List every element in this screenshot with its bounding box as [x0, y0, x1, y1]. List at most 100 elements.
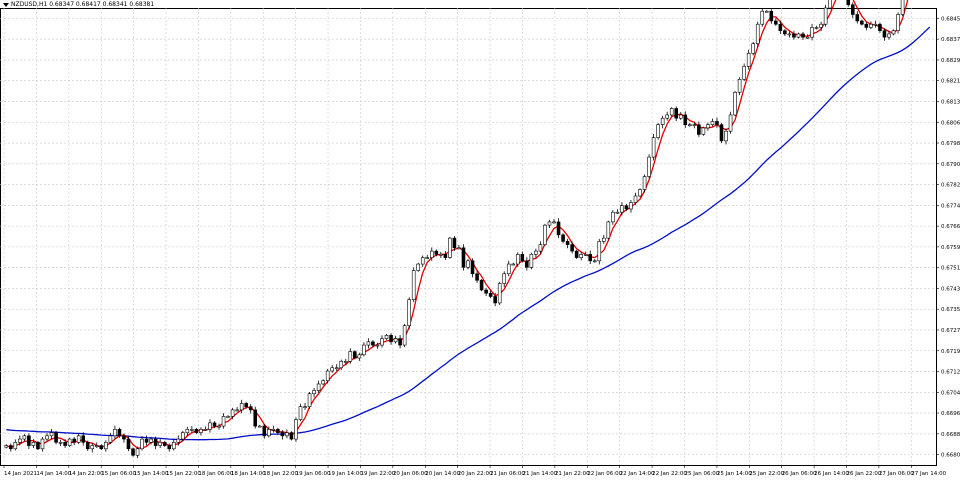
- candle-body: [235, 409, 239, 412]
- candle-body: [873, 23, 878, 26]
- candle: [656, 122, 660, 140]
- candle-body: [728, 114, 733, 132]
- candle-body: [891, 30, 896, 35]
- candle-body: [878, 23, 882, 31]
- candle: [303, 403, 307, 410]
- x-tick-label: 14 Jan 2021: [4, 471, 37, 477]
- candle: [556, 218, 561, 239]
- candle: [543, 223, 547, 246]
- candle-body: [796, 33, 801, 38]
- candle: [239, 399, 244, 414]
- candle: [407, 297, 411, 330]
- candle-body: [190, 429, 194, 431]
- candle-body: [561, 234, 565, 242]
- candle: [72, 436, 76, 446]
- candle: [8, 443, 13, 452]
- candle: [54, 430, 58, 445]
- candle-body: [45, 435, 49, 440]
- candle: [525, 257, 529, 271]
- candle-body: [353, 351, 357, 359]
- dropdown-triangle-icon[interactable]: [3, 2, 9, 7]
- candle-body: [31, 442, 36, 446]
- candle: [778, 20, 783, 34]
- fast-ma-line: [6, 0, 909, 449]
- candle-body: [552, 221, 556, 224]
- candle: [49, 428, 54, 440]
- candle: [262, 424, 267, 439]
- candle-body: [828, 0, 832, 9]
- candle-body: [774, 20, 778, 25]
- candle-body: [334, 367, 339, 370]
- candle: [425, 254, 430, 260]
- x-tick-label: 15 Jan 14:00: [134, 471, 169, 477]
- candle: [402, 323, 407, 348]
- candle-body: [303, 406, 307, 408]
- candle: [814, 25, 819, 30]
- candle-body: [443, 254, 448, 258]
- candle-body: [525, 260, 529, 268]
- candle-body: [393, 338, 398, 343]
- candle-body: [642, 176, 647, 190]
- candle: [294, 417, 298, 442]
- candle: [715, 117, 719, 128]
- candle-body: [678, 114, 683, 119]
- x-tick-label: 19 Jan 06:00: [296, 471, 331, 477]
- candle-body: [153, 438, 158, 446]
- candle: [194, 428, 199, 434]
- candle-body: [262, 425, 267, 437]
- candle-body: [733, 91, 737, 116]
- candle: [271, 425, 276, 433]
- candle-body: [380, 338, 384, 346]
- candle: [728, 111, 733, 134]
- candle-body: [199, 429, 203, 433]
- candle-body: [543, 224, 547, 245]
- candle-body: [556, 221, 561, 236]
- candle-body: [475, 273, 479, 281]
- candle: [592, 259, 597, 263]
- candle-body: [185, 429, 190, 433]
- x-tick-label: 26 Jan 06:00: [782, 471, 817, 477]
- candle-body: [257, 425, 262, 428]
- candle: [366, 338, 371, 349]
- candle-body: [67, 438, 72, 446]
- candle: [475, 270, 479, 283]
- candle-body: [787, 33, 792, 36]
- candle: [887, 30, 891, 40]
- candle-body: [633, 195, 638, 203]
- candle-body: [325, 370, 330, 382]
- candle-body: [611, 211, 615, 223]
- candle: [764, 9, 769, 13]
- candle-body: [298, 406, 303, 420]
- candle: [144, 435, 149, 446]
- candle: [669, 107, 674, 117]
- candle: [733, 90, 737, 117]
- candle: [149, 437, 153, 445]
- x-tick-label: 15 Jan 22:00: [166, 471, 201, 477]
- slow-moving-average: [6, 26, 931, 441]
- candle-body: [307, 393, 312, 407]
- candle: [353, 350, 357, 360]
- candle: [792, 30, 796, 40]
- candle: [140, 436, 144, 451]
- candle-body: [597, 241, 602, 262]
- candle-body: [348, 351, 353, 362]
- candle: [769, 9, 774, 24]
- candle-body: [656, 124, 660, 138]
- candle-body: [244, 403, 248, 407]
- candle: [257, 424, 262, 428]
- candle-body: [362, 344, 366, 356]
- candle: [81, 432, 86, 446]
- candle: [221, 413, 226, 429]
- candle-body: [253, 409, 258, 427]
- candle: [267, 426, 271, 438]
- candle: [203, 426, 208, 432]
- candle-body: [316, 383, 321, 391]
- candle-body: [701, 127, 706, 135]
- candle: [167, 443, 172, 452]
